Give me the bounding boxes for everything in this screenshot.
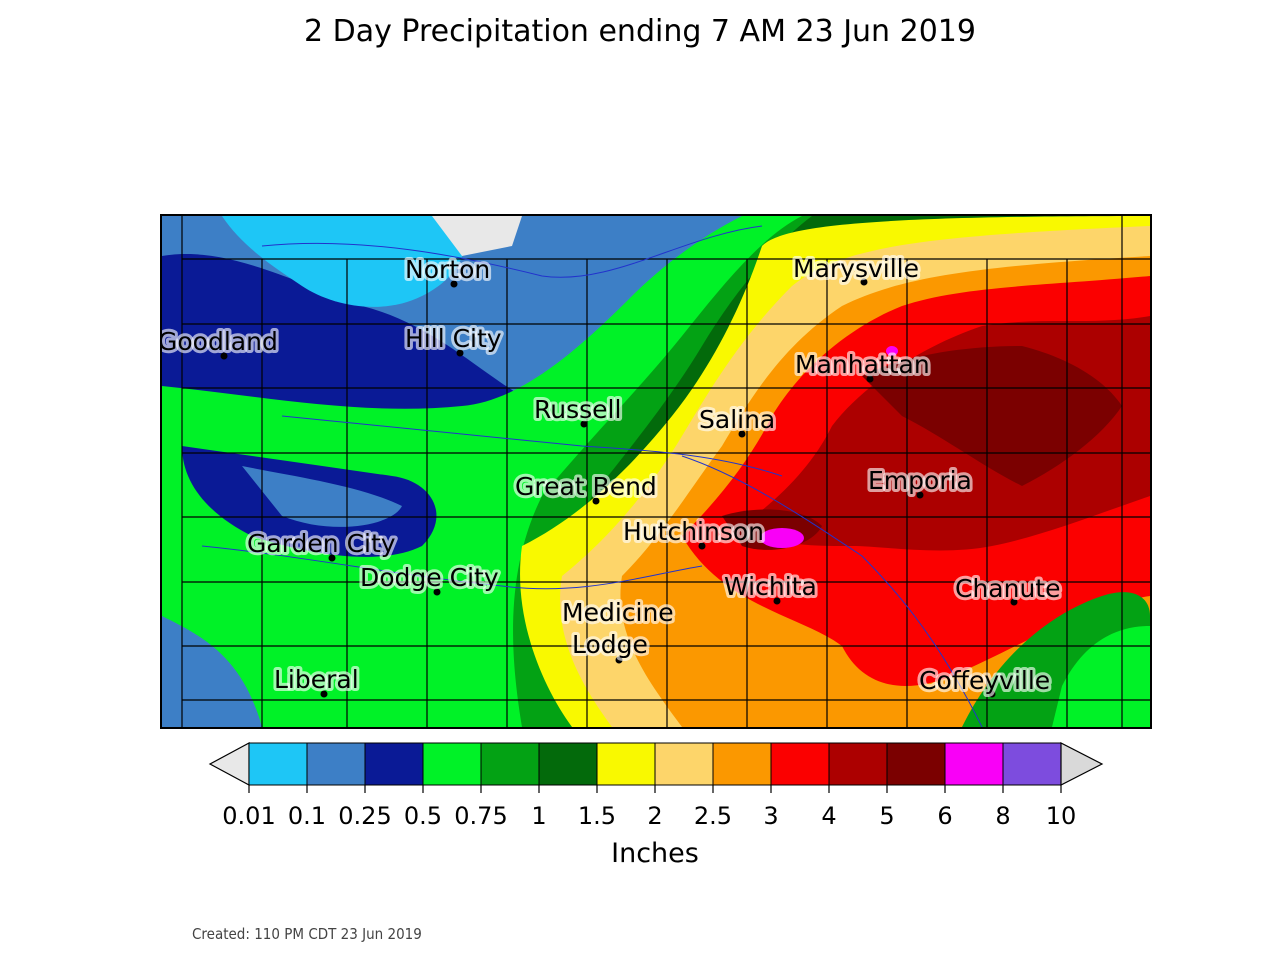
city-dot-coffeyville (988, 690, 996, 698)
colorbar-swatch (828, 742, 888, 786)
city-dot-goodland (220, 352, 228, 360)
city-label-russell: Russell (534, 395, 621, 424)
city-dot-hutchinson (698, 542, 706, 550)
county-boundaries (181, 216, 1150, 727)
field-5 (862, 346, 1122, 486)
city-dot-marysville (860, 278, 868, 286)
colorbar-swatch (596, 742, 656, 786)
colorbar-tick-label: 0.75 (454, 802, 507, 830)
colorbar-swatch (248, 742, 308, 786)
colorbar-tick-label: 1 (531, 802, 546, 830)
colorbar-swatches (248, 742, 1062, 786)
colorbar-tick-label: 10 (1046, 802, 1077, 830)
city-label-garden-city: Garden City (247, 529, 396, 558)
colorbar-tick-label: 0.25 (338, 802, 391, 830)
city-label-emporia: Emporia (868, 466, 972, 495)
city-dot-emporia (916, 491, 924, 499)
colorbar-tick-label: 5 (879, 802, 894, 830)
city-dot-garden-city (328, 554, 336, 562)
precipitation-field: Norton Goodland Hill City Marysville Man… (162, 216, 1150, 727)
city-dot-russell (580, 420, 588, 428)
colorbar-tick-label: 0.1 (288, 802, 326, 830)
colorbar-swatch (364, 742, 424, 786)
created-timestamp: Created: 110 PM CDT 23 Jun 2019 (192, 925, 422, 943)
field-6 (760, 528, 804, 548)
city-dot-dodge-city (433, 588, 441, 596)
colorbar-tick-label: 3 (763, 802, 778, 830)
city-dot-great-bend (592, 497, 600, 505)
city-label-manhattan: Manhattan (795, 350, 930, 379)
colorbar-tick-label: 6 (937, 802, 952, 830)
city-label-dodge-city: Dodge City (360, 563, 499, 592)
city-label-goodland: Goodland (162, 327, 278, 356)
city-dot-chanute (1010, 598, 1018, 606)
city-label-medicine-lodge: Medicine Lodge (562, 598, 674, 659)
colorbar-swatch (538, 742, 598, 786)
precipitation-map: Norton Goodland Hill City Marysville Man… (160, 214, 1152, 729)
field-0.1-central (242, 466, 402, 527)
city-dot-liberal (320, 690, 328, 698)
city-label-norton: Norton (405, 255, 490, 284)
field-0.5-se (1052, 626, 1150, 727)
colorbar-tick-label: 2.5 (694, 802, 732, 830)
city-label-liberal: Liberal (274, 665, 359, 694)
city-dot-hill-city (456, 349, 464, 357)
colorbar-swatch (944, 742, 1004, 786)
colorbar-tick-label: 1.5 (578, 802, 616, 830)
city-dot-wichita (773, 597, 781, 605)
field-6-north (886, 346, 898, 356)
field-0.1-sw (162, 616, 262, 727)
colorbar-ticks: 0.01 0.1 0.25 0.5 0.75 1 1.5 2 2.5 3 4 5 6 8 10 (222, 785, 1076, 830)
city-label-hill-city: Hill City (405, 324, 502, 353)
colorbar-swatch (712, 742, 772, 786)
city-label-coffeyville: Coffeyville (919, 666, 1050, 695)
colorbar-swatch (1002, 742, 1062, 786)
colorbar-units-label: Inches (611, 838, 699, 869)
city-label-chanute: Chanute (955, 574, 1061, 603)
colorbar-tick-label: 4 (821, 802, 836, 830)
city-dot-salina (738, 430, 746, 438)
city-label-great-bend: Great Bend (515, 472, 657, 501)
city-label-wichita: Wichita (724, 572, 817, 601)
city-markers: Norton Goodland Hill City Marysville Man… (162, 251, 1064, 698)
colorbar-swatch (886, 742, 946, 786)
map-title: 2 Day Precipitation ending 7 AM 23 Jun 2… (304, 14, 976, 49)
city-label-salina: Salina (699, 405, 775, 434)
colorbar-swatch (770, 742, 830, 786)
colorbar-swatch (306, 742, 366, 786)
colorbar-swatch (422, 742, 482, 786)
colorbar-tick-label: 0.5 (404, 802, 442, 830)
rivers (201, 225, 983, 727)
colorbar-swatch (654, 742, 714, 786)
city-dot-norton (450, 280, 458, 288)
field-trace-north (432, 216, 522, 256)
colorbar-tick-label: 2 (647, 802, 662, 830)
city-dot-medicine-lodge (615, 656, 623, 664)
city-label-marysville: Marysville (793, 254, 919, 283)
colorbar-under-arrow (208, 741, 250, 787)
colorbar-tick-label: 0.01 (222, 802, 275, 830)
city-label-hutchinson: Hutchinson (623, 517, 764, 546)
colorbar-swatch (480, 742, 540, 786)
colorbar-over-arrow (1060, 742, 1104, 786)
colorbar-tick-label: 8 (995, 802, 1010, 830)
city-dot-manhattan (866, 375, 874, 383)
field-0.01-north (222, 216, 466, 307)
colorbar: 0.01 0.1 0.25 0.5 0.75 1 1.5 2 2.5 3 4 5 6 8 10 (208, 741, 1104, 830)
